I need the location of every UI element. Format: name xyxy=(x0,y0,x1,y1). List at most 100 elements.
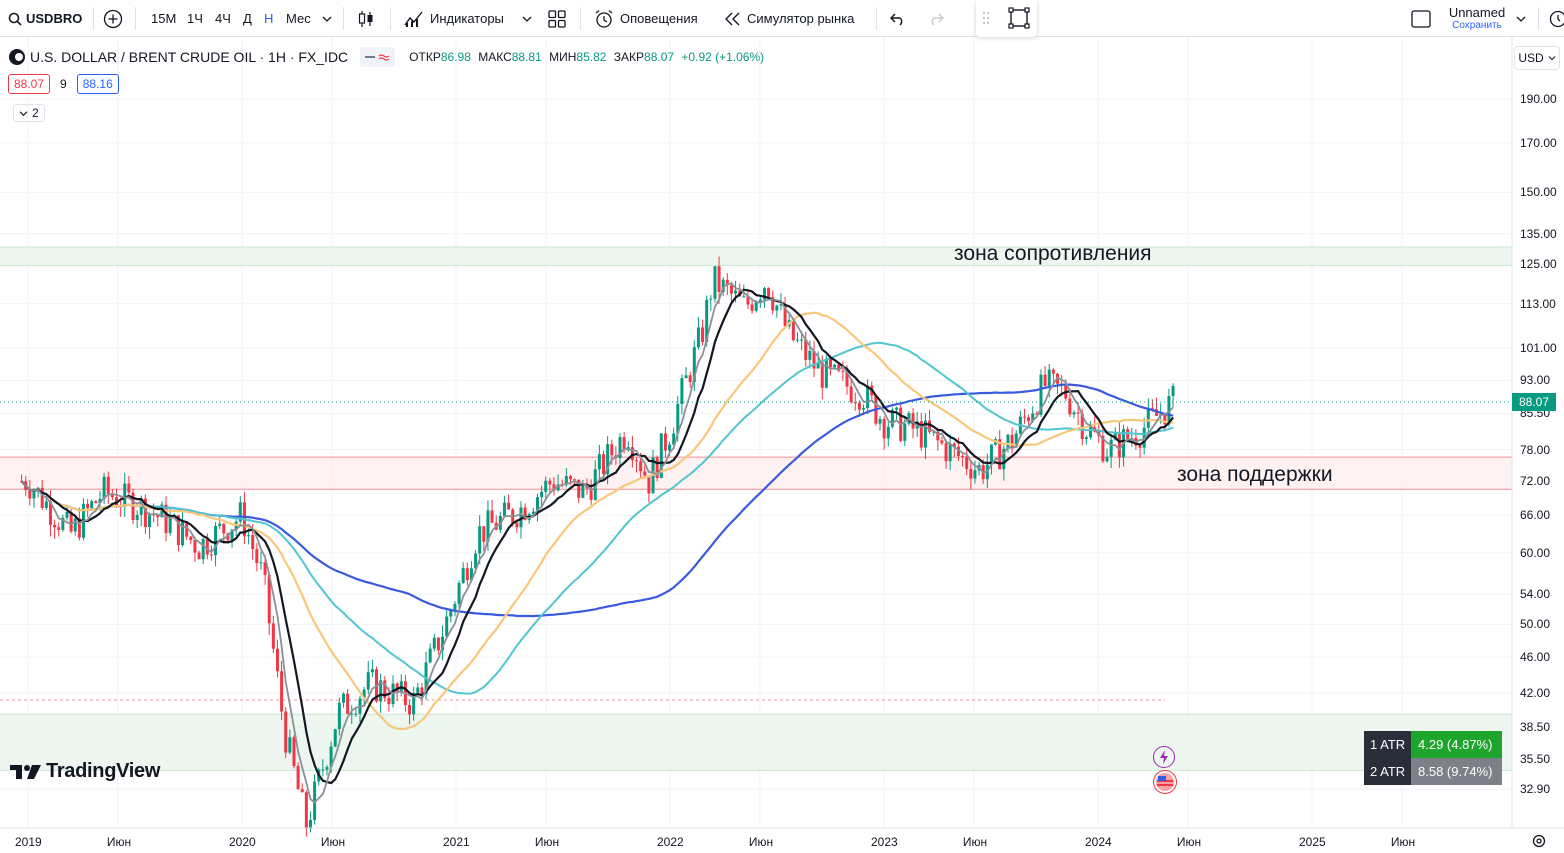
save-link[interactable]: Сохранить xyxy=(1452,20,1502,31)
candle xyxy=(989,444,993,475)
candle xyxy=(193,536,197,562)
candle xyxy=(791,319,795,342)
top-toolbar: USDBRO 15М 1Ч 4Ч Д Н Мес Индикаторы xyxy=(0,0,1564,37)
candle xyxy=(663,426,667,458)
candle xyxy=(597,444,601,481)
templates-button[interactable] xyxy=(548,0,566,37)
indicators-dropdown[interactable] xyxy=(522,0,532,37)
interval-dropdown[interactable] xyxy=(322,0,332,37)
clock-button[interactable] xyxy=(1548,0,1564,37)
candle xyxy=(457,580,461,611)
redo-button[interactable] xyxy=(928,0,944,37)
resistance-zone xyxy=(0,247,1512,266)
candle xyxy=(73,514,77,536)
buy-price[interactable]: 88.16 xyxy=(76,74,119,94)
interval-4h[interactable]: 4Ч xyxy=(215,11,231,26)
compare-button[interactable] xyxy=(103,0,123,37)
candle xyxy=(61,514,65,532)
price-tick-label: 32.90 xyxy=(1520,782,1551,797)
candle xyxy=(230,529,234,548)
interval-week[interactable]: Н xyxy=(264,11,274,26)
candle xyxy=(1134,429,1138,450)
indicators-button[interactable]: Индикаторы xyxy=(404,0,504,37)
candle xyxy=(886,422,890,447)
resistance-zone-label[interactable]: зона сопротивления xyxy=(954,242,1152,265)
candle xyxy=(630,435,634,468)
candle xyxy=(1142,418,1146,455)
interval-day[interactable]: Д xyxy=(243,11,252,26)
candle xyxy=(408,700,412,725)
interval-15m[interactable]: 15М xyxy=(151,11,177,26)
layout-dropdown[interactable] xyxy=(1516,0,1526,37)
layout-select-button[interactable] xyxy=(976,0,1037,37)
candle xyxy=(1155,397,1159,417)
support-zone xyxy=(0,457,1512,490)
candle xyxy=(717,256,721,304)
price-tick-label: 78.00 xyxy=(1520,442,1551,457)
candle xyxy=(354,707,358,718)
sell-price[interactable]: 88.07 xyxy=(8,74,51,94)
candle xyxy=(1010,427,1014,454)
candle xyxy=(548,477,552,494)
candle xyxy=(932,431,936,436)
symbol-search[interactable]: USDBRO xyxy=(8,0,82,37)
candle xyxy=(709,295,713,311)
price-chart[interactable] xyxy=(0,37,1564,853)
candle xyxy=(280,661,284,721)
candle xyxy=(1051,368,1055,383)
interval-month[interactable]: Мес xyxy=(286,11,311,26)
candle xyxy=(300,783,304,793)
candle xyxy=(1117,421,1121,468)
candle xyxy=(222,522,226,544)
us-flag-icon xyxy=(1156,773,1174,791)
economic-event-badge[interactable] xyxy=(1153,770,1177,794)
chart-settings-button[interactable] xyxy=(1531,833,1547,853)
chart-type-button[interactable] xyxy=(357,0,375,37)
price-tick-label: 170.00 xyxy=(1520,136,1557,151)
atr-value: 8.58 (9.74%) xyxy=(1411,758,1502,785)
candle xyxy=(98,490,102,511)
support-zone-label[interactable]: зона поддержки xyxy=(1177,463,1333,486)
price-tick-label: 38.50 xyxy=(1520,720,1551,735)
candle xyxy=(1055,373,1059,395)
candle xyxy=(181,511,185,547)
replay-button[interactable]: Симулятор рынка xyxy=(724,0,854,37)
candle xyxy=(1068,388,1072,418)
tradingview-logo[interactable]: TradingView xyxy=(10,760,160,783)
time-tick-label: Июн xyxy=(534,835,560,849)
open-value: 86.98 xyxy=(440,50,471,64)
candle xyxy=(540,485,544,508)
alerts-button[interactable]: Оповещения xyxy=(594,0,698,37)
candle xyxy=(502,495,506,518)
candle xyxy=(849,377,853,405)
legend-visibility-toggle[interactable] xyxy=(360,47,396,67)
atr-name: 2 ATR xyxy=(1364,758,1411,785)
candle xyxy=(432,633,436,652)
collapse-indicators-button[interactable]: 2 xyxy=(8,103,50,123)
legend-title[interactable]: U.S. DOLLAR / BRENT CRUDE OIL · 1Н · FX_… xyxy=(30,49,349,65)
candle xyxy=(275,639,279,678)
candle xyxy=(164,496,168,542)
time-tick-label: Июн xyxy=(1390,835,1416,849)
layout-name-block[interactable]: Unnamed Сохранить xyxy=(1446,5,1508,31)
candle xyxy=(292,735,296,769)
events-badge[interactable] xyxy=(1153,746,1175,768)
candle xyxy=(692,340,696,392)
candle xyxy=(965,448,969,476)
layout-checkbox[interactable] xyxy=(1411,0,1431,37)
interval-1h[interactable]: 1Ч xyxy=(187,11,203,26)
candles-icon xyxy=(358,10,373,27)
candle xyxy=(635,457,639,473)
candle xyxy=(436,637,440,655)
drag-handle-icon xyxy=(983,12,989,24)
undo-button[interactable] xyxy=(890,0,906,37)
candle xyxy=(940,436,944,446)
candle xyxy=(465,562,469,586)
price-tick-label: 42.00 xyxy=(1520,686,1551,701)
candle xyxy=(337,697,341,736)
currency-select[interactable]: USD xyxy=(1514,46,1560,70)
lower-zone xyxy=(0,714,1512,771)
rewind-icon xyxy=(725,12,740,25)
candle xyxy=(1027,414,1031,426)
time-tick-label: Июн xyxy=(106,835,132,849)
